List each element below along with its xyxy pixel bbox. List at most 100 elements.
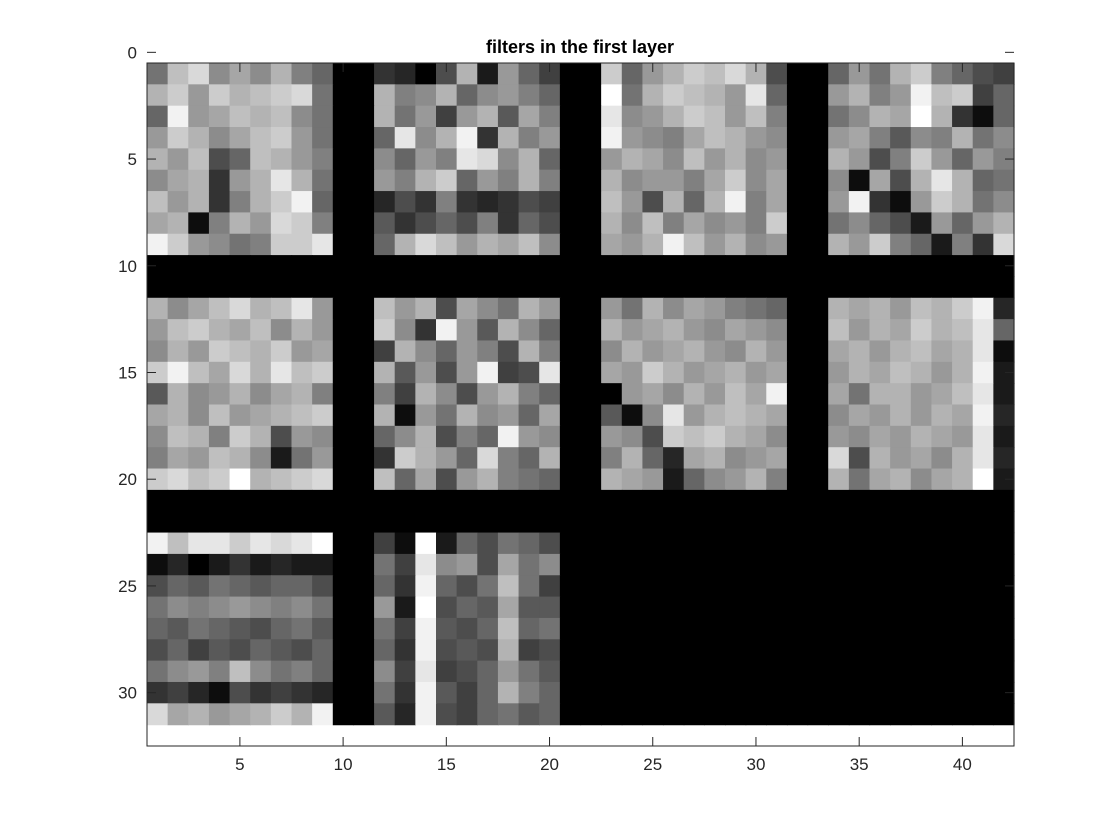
heatmap-cell: [229, 233, 251, 256]
heatmap-cell: [250, 489, 272, 512]
y-tick-label: 25: [118, 577, 137, 596]
heatmap-cell: [559, 425, 582, 448]
heatmap-cell: [952, 276, 974, 299]
heatmap-cell: [167, 127, 189, 149]
heatmap-cell: [766, 297, 788, 320]
heatmap-cell: [539, 660, 561, 683]
heatmap-cell: [229, 169, 251, 192]
heatmap-cell: [786, 660, 809, 683]
heatmap-cell: [931, 532, 953, 555]
heatmap-cell: [869, 84, 891, 107]
heatmap-cell: [229, 703, 251, 726]
y-tick-label: 10: [118, 257, 137, 276]
heatmap-cell: [869, 553, 891, 576]
heatmap-cell: [477, 575, 499, 598]
heatmap-cell: [456, 297, 478, 320]
heatmap-cell: [786, 575, 809, 598]
heatmap-cell: [828, 105, 850, 128]
heatmap-cell: [147, 361, 169, 384]
heatmap-cell: [518, 105, 540, 128]
heatmap-cell: [250, 468, 272, 491]
heatmap-cell: [477, 319, 499, 342]
heatmap-cell: [332, 596, 355, 619]
heatmap-cell: [621, 404, 644, 427]
heatmap-cell: [415, 297, 437, 320]
heatmap-cell: [353, 212, 375, 235]
heatmap-cell: [745, 148, 767, 171]
heatmap-cell: [436, 276, 458, 299]
heatmap-cell: [332, 553, 355, 576]
heatmap-cell: [539, 703, 561, 726]
heatmap-cell: [745, 340, 767, 363]
heatmap-cell: [828, 63, 850, 85]
y-tick-label: 20: [118, 470, 137, 489]
heatmap-cell: [477, 276, 499, 299]
heatmap-cell: [601, 191, 623, 213]
heatmap-cell: [663, 212, 685, 235]
heatmap-cell: [869, 703, 891, 726]
heatmap-cell: [704, 511, 726, 534]
heatmap-cell: [332, 468, 355, 491]
heatmap-cell: [621, 276, 644, 299]
x-tick-label: 10: [334, 755, 353, 774]
heatmap-cell: [828, 681, 850, 704]
heatmap-cell: [601, 361, 623, 384]
heatmap-cell: [147, 703, 169, 726]
heatmap-cell: [539, 212, 561, 235]
heatmap-cell: [229, 255, 251, 278]
heatmap-cell: [394, 361, 416, 384]
heatmap-cell: [683, 553, 705, 576]
heatmap-cell: [456, 127, 478, 149]
heatmap-cell: [436, 105, 458, 128]
heatmap-cell: [270, 703, 293, 726]
heatmap-cell: [869, 489, 891, 512]
heatmap-cell: [394, 233, 416, 256]
heatmap-cell: [332, 297, 355, 320]
heatmap-cell: [291, 105, 313, 128]
heatmap-cell: [725, 468, 747, 491]
heatmap-cell: [952, 191, 974, 213]
heatmap-cell: [332, 511, 355, 534]
heatmap-cell: [745, 212, 767, 235]
heatmap-cell: [952, 617, 974, 640]
heatmap-cell: [766, 340, 788, 363]
heatmap-cell: [683, 425, 705, 448]
heatmap-cell: [766, 84, 788, 107]
heatmap-cell: [250, 532, 272, 555]
heatmap-cell: [828, 511, 850, 534]
heatmap-cell: [167, 105, 189, 128]
heatmap-cell: [621, 383, 644, 406]
heatmap-cell: [436, 383, 458, 406]
heatmap-cell: [208, 319, 231, 342]
heatmap-cell: [952, 532, 974, 555]
heatmap-cell: [250, 681, 272, 704]
heatmap-cell: [621, 361, 644, 384]
heatmap-cell: [683, 276, 705, 299]
heatmap-cell: [147, 639, 169, 662]
heatmap-cell: [972, 255, 994, 278]
heatmap-cell: [972, 575, 994, 598]
heatmap-cell: [993, 191, 1015, 213]
heatmap-cell: [890, 105, 912, 128]
heatmap-cell: [374, 105, 396, 128]
heatmap-cell: [993, 660, 1015, 683]
heatmap-cell: [539, 148, 561, 171]
heatmap-cell: [890, 276, 912, 299]
heatmap-cell: [312, 575, 334, 598]
heatmap-cell: [704, 361, 726, 384]
heatmap-cell: [270, 511, 293, 534]
x-tick-label: 30: [747, 755, 766, 774]
heatmap-cell: [374, 511, 396, 534]
heatmap-cell: [436, 468, 458, 491]
heatmap-cell: [931, 617, 953, 640]
heatmap-cell: [539, 575, 561, 598]
heatmap-cell: [559, 532, 582, 555]
heatmap-cell: [229, 447, 251, 470]
heatmap-cell: [786, 84, 809, 107]
heatmap-cell: [807, 255, 829, 278]
heatmap-cell: [807, 84, 829, 107]
heatmap-cell: [683, 233, 705, 256]
heatmap-cell: [518, 255, 540, 278]
heatmap-cell: [332, 148, 355, 171]
heatmap-cell: [436, 703, 458, 726]
